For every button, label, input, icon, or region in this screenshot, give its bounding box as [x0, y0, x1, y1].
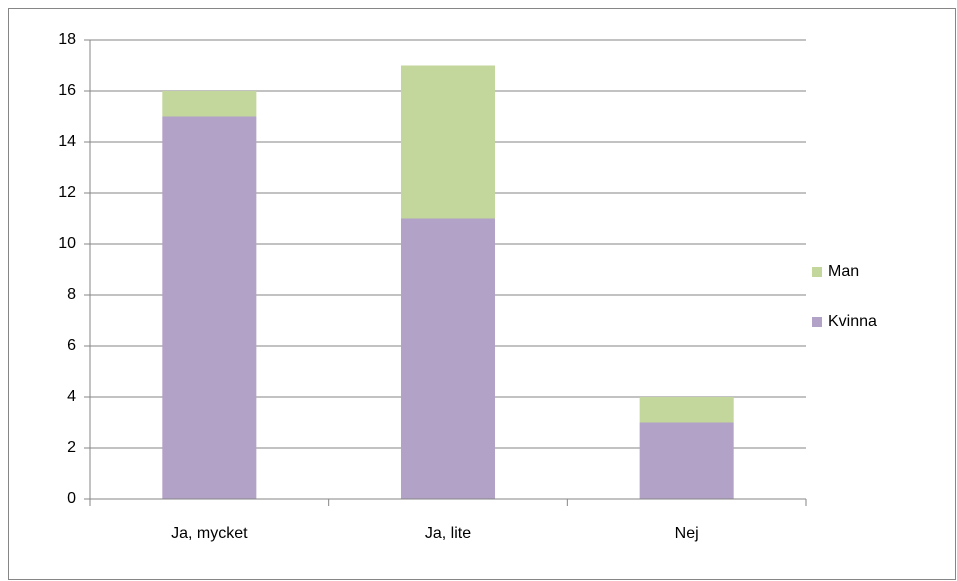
- legend-label: Man: [828, 263, 859, 280]
- y-tick-label: 6: [67, 337, 76, 354]
- y-tick-label: 12: [58, 184, 76, 201]
- legend-label: Kvinna: [828, 313, 877, 330]
- x-tick-label: Ja, mycket: [171, 525, 248, 542]
- legend-swatch: [812, 317, 822, 327]
- legend-swatch: [812, 267, 822, 277]
- bar-segment: [162, 91, 257, 117]
- y-tick-label: 8: [67, 286, 76, 303]
- y-tick-label: 4: [67, 388, 76, 405]
- y-tick-label: 0: [67, 490, 76, 507]
- x-tick-label: Nej: [675, 525, 699, 542]
- bar-segment: [639, 422, 734, 499]
- bar-segment: [639, 397, 734, 423]
- bar-segment: [162, 116, 257, 499]
- y-tick-label: 14: [58, 133, 76, 150]
- y-tick-label: 18: [58, 31, 76, 48]
- bar-segment: [400, 218, 496, 499]
- y-tick-label: 2: [67, 439, 76, 456]
- y-tick-label: 10: [58, 235, 76, 252]
- y-tick-label: 16: [58, 82, 76, 99]
- x-tick-label: Ja, lite: [425, 525, 471, 542]
- bar-segment: [400, 65, 496, 219]
